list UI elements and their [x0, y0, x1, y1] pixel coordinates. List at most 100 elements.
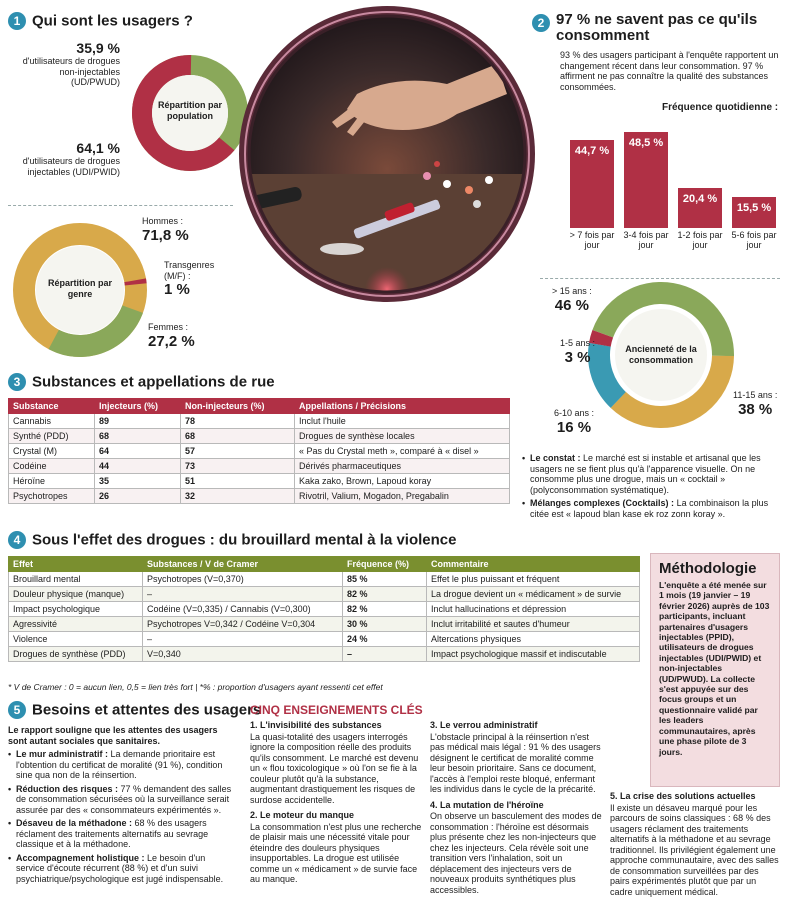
table-header: Injecteurs (%) [94, 398, 181, 414]
table-cell: V=0,340 [142, 646, 343, 662]
section-3-title: 3 Substances et appellations de rue [8, 373, 275, 392]
substance-row: Cannabis 89 78 Inclut l'huile [8, 413, 510, 429]
enseignement-text: Il existe un désaveu marqué pour les par… [610, 802, 779, 897]
table-cell: Effet le plus puissant et fréquent [426, 571, 640, 587]
enseignement-heading: 4. La mutation de l'héroïne [430, 799, 544, 810]
pwud-stat: 35,9 % d'utilisateurs de drogues non-inj… [10, 40, 120, 88]
table-cell: Psychotropes (V=0,370) [142, 571, 343, 587]
table-cell: Psychotropes V=0,342 / Codéine V=0,304 [142, 616, 343, 632]
powder-shape [320, 243, 364, 255]
table-cell: Brouillard mental [8, 571, 143, 587]
table-cell: Impact psychologique massif et indiscuta… [426, 646, 640, 662]
table-cell: Inclut l'huile [294, 413, 510, 429]
pwud-percent: 35,9 % [76, 40, 120, 56]
frequency-bar-label: 5-6 fois par jour [731, 230, 777, 250]
pwid-percent: 64,1 % [76, 140, 120, 156]
substance-row: Psychotropes 26 32 Rivotril, Valium, Mogado… [8, 488, 510, 504]
table-cell: 73 [180, 458, 295, 474]
enseignement-text: La consommation n'est plus une recherche… [250, 821, 422, 885]
anc-label: 1-5 ans : [560, 338, 596, 348]
femmes-label: Femmes : [148, 322, 189, 332]
enseignement-text: L'obstacle principal à la réinsertion n'… [430, 731, 601, 795]
donut-center [36, 246, 124, 334]
effect-row: Impact psychologique Codéine (V=0,335) / … [8, 601, 640, 617]
pwid-text: d'utilisateurs de drogues injectables (U… [22, 156, 120, 177]
population-label: Répartition par population [157, 100, 222, 121]
anc-percent: 16 % [556, 418, 592, 436]
substances-table: Substance Injecteurs (%) Non-injecteurs (%… [8, 398, 510, 504]
table-cell: Douleur physique (manque) [8, 586, 143, 602]
enseignement-heading: 1. L'invisibilité des substances [250, 720, 382, 730]
anc-6-10: 6-10 ans : 16 % [554, 408, 594, 436]
table-cell: Impact psychologique [8, 601, 143, 617]
central-photo-illustration [239, 6, 535, 302]
substance-row: Codéine 44 73 Dérivés pharmaceutiques [8, 458, 510, 474]
section-4-number: 4 [8, 531, 26, 550]
donut-femmes-segment [13, 223, 147, 357]
anciennete-label: Ancienneté de la consommation [625, 344, 697, 365]
enseignement-item: 3. Le verrou administratif L'obstacle pri… [430, 720, 602, 795]
enseignements-col-3: 5. La crise des solutions actuelles Il ex… [610, 791, 780, 902]
cinq-title: CINQ ENSEIGNEMENTS CLÉS [250, 703, 423, 717]
population-donut [132, 55, 248, 171]
besoin-item: Le mur administratif : La demande priori… [8, 749, 236, 781]
anc-label: > 15 ans : [552, 286, 592, 296]
effects-table: Effet Substances / V de Cramer Fréquence (… [8, 556, 640, 662]
syringe-shape [353, 199, 441, 239]
section-2-heading: 97 % ne savent pas ce qu'ils consomment [556, 11, 758, 45]
trans-percent: 1 % [164, 281, 190, 298]
table-header: Commentaire [426, 556, 640, 572]
donut-center [615, 309, 707, 401]
anc-percent: 46 % [554, 296, 589, 314]
trans-label: Transgenres (M/F) : [164, 260, 215, 281]
besoins-block: Le rapport souligne que les attentes des… [8, 725, 236, 887]
frequency-bar-label: 1-2 fois par jour [677, 230, 723, 250]
table-cell: 89 [94, 413, 181, 429]
enseignement-item: 5. La crise des solutions actuelles Il ex… [610, 791, 780, 897]
table-header: Substances / V de Cramer [142, 556, 343, 572]
table-cell: 30 % [342, 616, 427, 632]
effects-table-note: * V de Cramer : 0 = aucun lien, 0,5 = li… [8, 682, 383, 692]
photo-ring [244, 11, 530, 297]
table-cell: Crystal (M) [8, 443, 95, 459]
effects-table-wrap: Effet Substances / V de Cramer Fréquence (… [8, 556, 640, 662]
hommes-percent: 71,8 % [142, 226, 189, 244]
methodology-box: Méthodologie L'enquête a été menée sur 1… [650, 553, 780, 787]
methodology-title: Méthodologie [659, 560, 757, 577]
gender-label: Répartition par genre [47, 278, 112, 299]
table-cell: – [342, 646, 427, 662]
anciennete-donut [588, 282, 734, 428]
table-cell: 24 % [342, 631, 427, 647]
table-header: Non-injecteurs (%) [180, 398, 295, 414]
femmes-percent: 27,2 % [148, 332, 195, 350]
table-cell: 64 [94, 443, 181, 459]
section-3-number: 3 [8, 373, 26, 392]
frequency-bar-label: 3-4 fois par jour [623, 230, 669, 250]
femmes-stat: Femmes : 27,2 % [148, 322, 195, 350]
substance-row: Héroïne 35 51 Kaka zako, Brown, Lapoud kora… [8, 473, 510, 489]
table-cell: 44 [94, 458, 181, 474]
constat-block: Le constat : Le marché est si instable e… [522, 453, 780, 522]
table-cell: 82 % [342, 601, 427, 617]
anc-15plus: > 15 ans : 46 % [552, 286, 592, 314]
table-cell: 68 [180, 428, 295, 444]
table-cell: 82 % [342, 586, 427, 602]
section-4-title: 4 Sous l'effet des drogues : du brouillar… [8, 531, 457, 550]
table-cell: Dérivés pharmaceutiques [294, 458, 510, 474]
table-cell: 51 [180, 473, 295, 489]
section-1-number: 1 [8, 12, 26, 31]
section-1-title: 1 Qui sont les usagers ? [8, 12, 193, 31]
table-cell: « Pas du Crystal meth », comparé à « dis… [294, 443, 510, 459]
anc-label: 11-15 ans : [733, 390, 778, 400]
section-1-heading: Qui sont les usagers ? [32, 12, 193, 30]
enseignement-heading: 3. Le verrou administratif [430, 720, 538, 730]
effect-row: Douleur physique (manque) –82 % La drogue … [8, 586, 640, 602]
divider [8, 205, 233, 206]
table-cell: Kaka zako, Brown, Lapoud koray [294, 473, 510, 489]
table-header: Substance [8, 398, 95, 414]
table-cell: 68 [94, 428, 181, 444]
table-header: Fréquence (%) [342, 556, 427, 572]
anc-1-5: 1-5 ans : 3 % [560, 338, 595, 366]
table-cell: 78 [180, 413, 295, 429]
enseignement-item: 1. L'invisibilité des substances La quasi… [250, 720, 422, 805]
